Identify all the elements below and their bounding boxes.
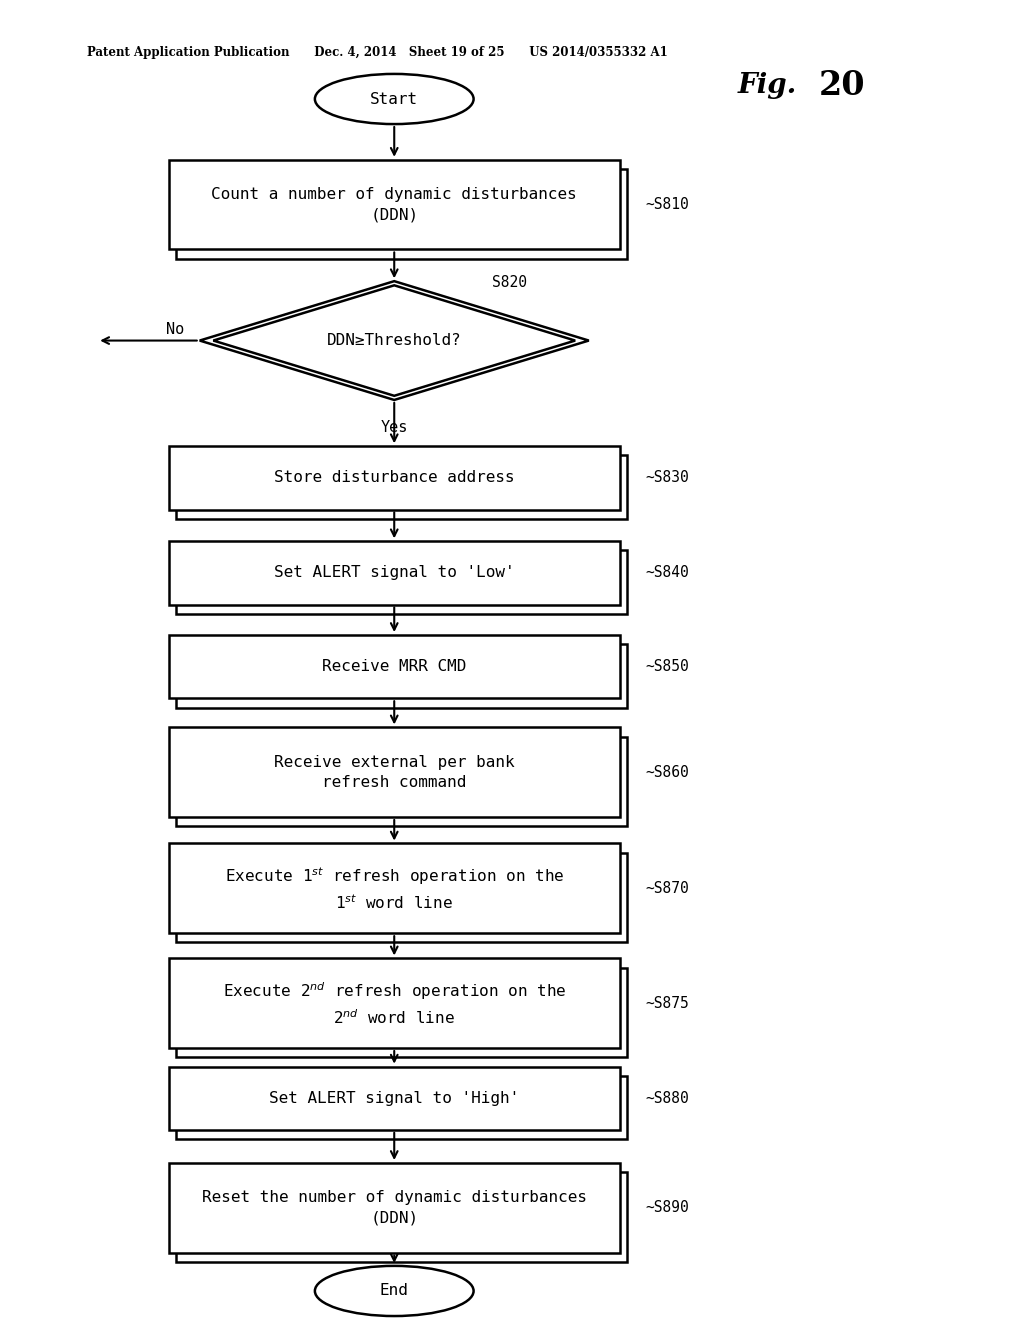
Ellipse shape bbox=[315, 1266, 473, 1316]
Bar bbox=[176, 737, 627, 826]
Bar bbox=[169, 160, 620, 249]
Bar bbox=[176, 644, 627, 708]
Text: Patent Application Publication      Dec. 4, 2014   Sheet 19 of 25      US 2014/0: Patent Application Publication Dec. 4, 2… bbox=[87, 46, 668, 59]
Text: Start: Start bbox=[371, 91, 418, 107]
Text: ~S830: ~S830 bbox=[645, 470, 689, 486]
Text: Execute 2$^{nd}$ refresh operation on the
2$^{nd}$ word line: Execute 2$^{nd}$ refresh operation on th… bbox=[222, 979, 566, 1027]
Text: Set ALERT signal to 'High': Set ALERT signal to 'High' bbox=[269, 1090, 519, 1106]
Bar bbox=[169, 843, 620, 933]
Bar bbox=[169, 1067, 620, 1130]
Text: End: End bbox=[380, 1283, 409, 1299]
Bar bbox=[169, 958, 620, 1048]
Text: ~S880: ~S880 bbox=[645, 1090, 689, 1106]
Text: No: No bbox=[166, 322, 184, 338]
Bar bbox=[169, 446, 620, 510]
Text: Count a number of dynamic disturbances
(DDN): Count a number of dynamic disturbances (… bbox=[211, 187, 578, 222]
Text: ~S875: ~S875 bbox=[645, 995, 689, 1011]
Bar bbox=[169, 635, 620, 698]
Bar bbox=[176, 853, 627, 942]
Bar bbox=[176, 550, 627, 614]
Text: Store disturbance address: Store disturbance address bbox=[274, 470, 514, 486]
Text: ~S870: ~S870 bbox=[645, 880, 689, 896]
Bar bbox=[176, 968, 627, 1057]
Text: Receive external per bank
refresh command: Receive external per bank refresh comman… bbox=[274, 755, 514, 789]
Text: ~S850: ~S850 bbox=[645, 659, 689, 675]
Text: Fig.: Fig. bbox=[737, 73, 797, 99]
Text: Set ALERT signal to 'Low': Set ALERT signal to 'Low' bbox=[274, 565, 514, 581]
Text: Execute 1$^{st}$ refresh operation on the
1$^{st}$ word line: Execute 1$^{st}$ refresh operation on th… bbox=[224, 865, 564, 912]
Ellipse shape bbox=[315, 74, 473, 124]
Text: Reset the number of dynamic disturbances
(DDN): Reset the number of dynamic disturbances… bbox=[202, 1191, 587, 1225]
Bar bbox=[176, 1076, 627, 1139]
Text: ~S860: ~S860 bbox=[645, 764, 689, 780]
Bar bbox=[169, 1163, 620, 1253]
Bar bbox=[169, 727, 620, 817]
Text: ~S810: ~S810 bbox=[645, 197, 689, 213]
Bar bbox=[176, 169, 627, 259]
Bar bbox=[176, 455, 627, 519]
Bar bbox=[176, 1172, 627, 1262]
Text: DDN≥Threshold?: DDN≥Threshold? bbox=[327, 333, 462, 348]
Text: ~S890: ~S890 bbox=[645, 1200, 689, 1216]
Text: S820: S820 bbox=[492, 275, 526, 290]
Text: Yes: Yes bbox=[381, 420, 408, 434]
Bar bbox=[169, 541, 620, 605]
Text: ~S840: ~S840 bbox=[645, 565, 689, 581]
Polygon shape bbox=[200, 281, 589, 400]
Text: 20: 20 bbox=[819, 69, 866, 103]
Text: Receive MRR CMD: Receive MRR CMD bbox=[323, 659, 466, 675]
